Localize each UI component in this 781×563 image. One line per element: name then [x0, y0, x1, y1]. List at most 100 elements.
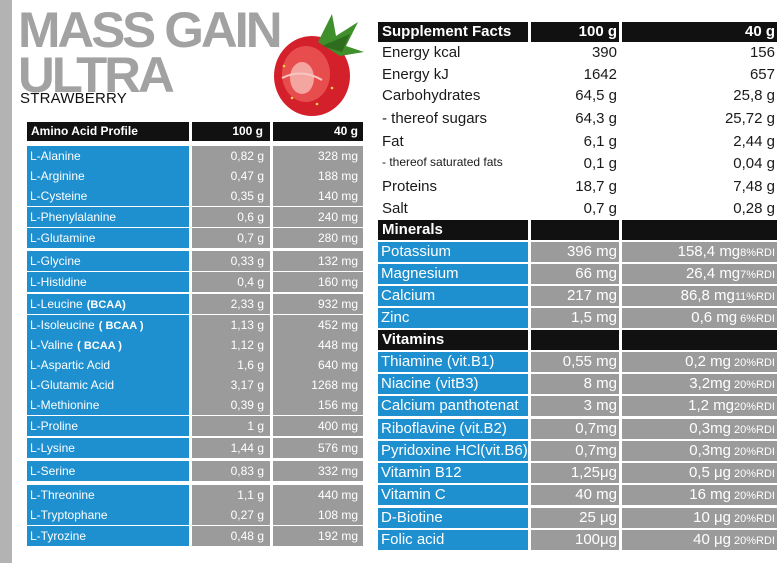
- amino-value-100g: 1,13 g: [192, 315, 270, 335]
- mineral-value-40g: 26,4 mg: [685, 265, 741, 282]
- mineral-name: Potassium: [378, 242, 528, 262]
- amino-value-100g: 1,44 g: [192, 438, 270, 458]
- rdi-label: 11%RDI: [734, 291, 775, 303]
- nutrient-row: - thereof sugars 64,3 g 25,72 g: [378, 110, 777, 127]
- nutrient-row: Energy kJ 1642 657: [378, 66, 777, 83]
- amino-name: L-Valine: [30, 338, 74, 352]
- section-spacer: [531, 330, 619, 350]
- vitamin-value-40g: 0,2 mg: [685, 353, 731, 370]
- amino-header-100g: 100 g: [192, 122, 270, 141]
- amino-value-40g: 280 mg: [273, 228, 363, 248]
- vitamin-name: Vitamin C: [378, 485, 528, 505]
- amino-value-40g: 448 mg: [273, 335, 363, 355]
- amino-name: L-Alanine: [30, 149, 81, 163]
- vitamin-value-100g: 8 mg: [531, 374, 619, 394]
- section-spacer: [531, 220, 619, 240]
- amino-value-100g: 0,7 g: [192, 228, 270, 248]
- rdi-label: 20%RDI: [730, 424, 775, 436]
- mineral-value-40g: 158,4 mg: [677, 243, 741, 260]
- mineral-value-40g: 0,6 mg: [691, 309, 738, 326]
- amino-row: L-Isoleucine( BCAA ) 1,13 g 452 mg: [27, 315, 363, 335]
- mineral-value-40g-cell: 26,4 mg7%RDI: [622, 264, 777, 284]
- vitamin-name: Pyridoxine HCl(vit.B6): [378, 441, 528, 461]
- vitamin-value-100g: 0,55 mg: [531, 352, 619, 372]
- amino-value-40g: 192 mg: [273, 526, 363, 546]
- amino-row: L-Glycine 0,33 g 132 mg: [27, 251, 363, 271]
- amino-value-100g: 0,82 g: [192, 146, 270, 166]
- vitamin-value-100g: 3 mg: [531, 396, 619, 416]
- nutrient-value-100g: 390: [591, 44, 617, 61]
- vitamin-value-40g: 0,5 μg: [688, 464, 731, 481]
- amino-row: L-Threonine 1,1 g 440 mg: [27, 485, 363, 505]
- amino-row: L-Cysteine 0,35 g 140 mg: [27, 186, 363, 206]
- amino-value-100g: 2,33 g: [192, 294, 270, 314]
- amino-name: L-Proline: [30, 419, 79, 433]
- amino-row: L-Aspartic Acid 1,6 g 640 mg: [27, 355, 363, 375]
- amino-header-name: Amino Acid Profile: [27, 122, 189, 141]
- amino-name-cell: L-Phenylalanine: [27, 207, 189, 227]
- amino-value-40g: 932 mg: [273, 294, 363, 314]
- amino-name: L-Leucine: [30, 297, 83, 311]
- amino-row: L-Glutamine 0,7 g 280 mg: [27, 228, 363, 248]
- nutrient-name: Energy kJ: [382, 66, 449, 83]
- vitamin-value-40g: 40 μg: [693, 531, 731, 548]
- vitamin-name: Riboflavine (vit.B2): [378, 419, 528, 439]
- amino-row: L-Histidine 0,4 g 160 mg: [27, 272, 363, 292]
- amino-name: L-Glutamine: [30, 231, 96, 245]
- amino-value-100g: 0,27 g: [192, 505, 270, 525]
- amino-value-40g: 156 mg: [273, 395, 363, 415]
- vitamin-value-40g-cell: 40 μg 20%RDI: [622, 530, 777, 550]
- amino-value-40g: 640 mg: [273, 355, 363, 375]
- amino-name-cell: L-Threonine: [27, 485, 189, 505]
- amino-row: L-Phenylalanine 0,6 g 240 mg: [27, 207, 363, 227]
- strawberry-image: [274, 14, 364, 116]
- mineral-row: Zinc 1,5 mg 0,6 mg 6%RDI: [378, 308, 777, 328]
- nutrient-value-40g: 25,8 g: [733, 87, 775, 104]
- section-spacer: [622, 220, 777, 240]
- rdi-label: 20%RDI: [730, 535, 775, 547]
- nutrient-row: Proteins 18,7 g 7,48 g: [378, 178, 777, 195]
- amino-value-40g: 108 mg: [273, 505, 363, 525]
- amino-name-cell: L-Proline: [27, 416, 189, 436]
- vitamin-value-100g: 0,7mg: [531, 419, 619, 439]
- mineral-value-100g: 396 mg: [531, 242, 619, 262]
- amino-name: L-Histidine: [30, 275, 87, 289]
- amino-name-cell: L-Glutamine: [27, 228, 189, 248]
- amino-name: L-Tryptophane: [30, 508, 108, 522]
- rdi-label: 20%RDI: [730, 513, 775, 525]
- amino-value-100g: 1,1 g: [192, 485, 270, 505]
- rdi-label: 20%RDI: [730, 357, 775, 369]
- vitamin-value-40g-cell: 16 mg 20%RDI: [622, 485, 777, 505]
- amino-name-cell: L-Alanine: [27, 146, 189, 166]
- rdi-label: 20%RDI: [730, 468, 775, 480]
- amino-row: L-Tyrozine 0,48 g 192 mg: [27, 526, 363, 546]
- amino-name-cell: L-Isoleucine( BCAA ): [27, 315, 189, 335]
- amino-name: L-Glutamic Acid: [30, 378, 115, 392]
- amino-row: L-Methionine 0,39 g 156 mg: [27, 395, 363, 415]
- mineral-value-100g: 1,5 mg: [531, 308, 619, 328]
- amino-row: L-Proline 1 g 400 mg: [27, 416, 363, 436]
- vitamin-name: Vitamin B12: [378, 463, 528, 483]
- amino-value-100g: 1,6 g: [192, 355, 270, 375]
- vitamins-section-header: Vitamins: [378, 330, 777, 350]
- vitamin-value-40g-cell: 10 μg 20%RDI: [622, 508, 777, 528]
- amino-name: L-Cysteine: [30, 189, 88, 203]
- amino-value-40g: 132 mg: [273, 251, 363, 271]
- amino-value-40g: 1268 mg: [273, 375, 363, 395]
- nutrient-value-100g: 1642: [583, 66, 617, 83]
- mineral-value-40g-cell: 158,4 mg8%RDI: [622, 242, 777, 262]
- nutrient-value-40g: 657: [749, 66, 775, 83]
- amino-name-cell: L-Cysteine: [27, 186, 189, 206]
- brand-logo: MASS GAIN ULTRA: [18, 5, 283, 100]
- vitamin-value-100g: 100μg: [531, 530, 619, 550]
- vitamin-row: Pyridoxine HCl(vit.B6) 0,7mg 0,3mg 20%RDI: [378, 441, 777, 461]
- amino-row: L-Serine 0,83 g 332 mg: [27, 461, 363, 481]
- amino-row: L-Alanine 0,82 g 328 mg: [27, 146, 363, 166]
- vitamin-row: Vitamin C 40 mg 16 mg 20%RDI: [378, 485, 777, 505]
- rdi-label: 20%RDI: [734, 401, 775, 413]
- amino-name-cell: L-Glutamic Acid: [27, 375, 189, 395]
- amino-name-cell: L-Methionine: [27, 395, 189, 415]
- vitamin-row: Riboflavine (vit.B2) 0,7mg 0,3mg 20%RDI: [378, 419, 777, 439]
- amino-row: L-Glutamic Acid 3,17 g 1268 mg: [27, 375, 363, 395]
- mineral-row: Calcium 217 mg 86,8 mg11%RDI: [378, 286, 777, 306]
